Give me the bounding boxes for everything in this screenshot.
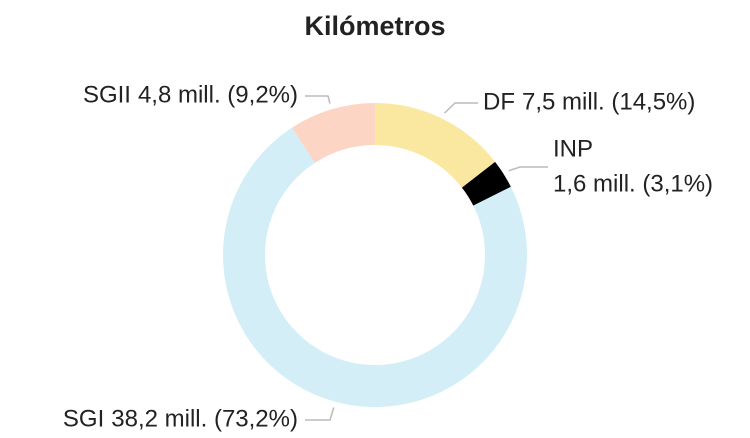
leader-line (443, 102, 478, 114)
donut-segment (291, 103, 375, 163)
chart-title: Kilómetros (304, 11, 445, 41)
leader-line (508, 166, 548, 172)
slice-label: SGI (63, 405, 104, 432)
value-label: 4,8 mill. (9,2%) (138, 81, 298, 108)
leader-line (305, 95, 331, 104)
slice-label: SGII (83, 81, 131, 108)
slice-label: DF (483, 88, 515, 115)
slice-label: INP (553, 135, 593, 162)
donut-segment (223, 127, 527, 408)
donut-segment (375, 103, 496, 188)
leader-line (305, 407, 335, 421)
value-label: 7,5 mill. (14,5%) (522, 88, 695, 115)
value-label: 38,2 mill. (73,2%) (111, 405, 298, 432)
value-label: 1,6 mill. (3,1%) (553, 170, 713, 197)
donut-segment (461, 161, 511, 206)
